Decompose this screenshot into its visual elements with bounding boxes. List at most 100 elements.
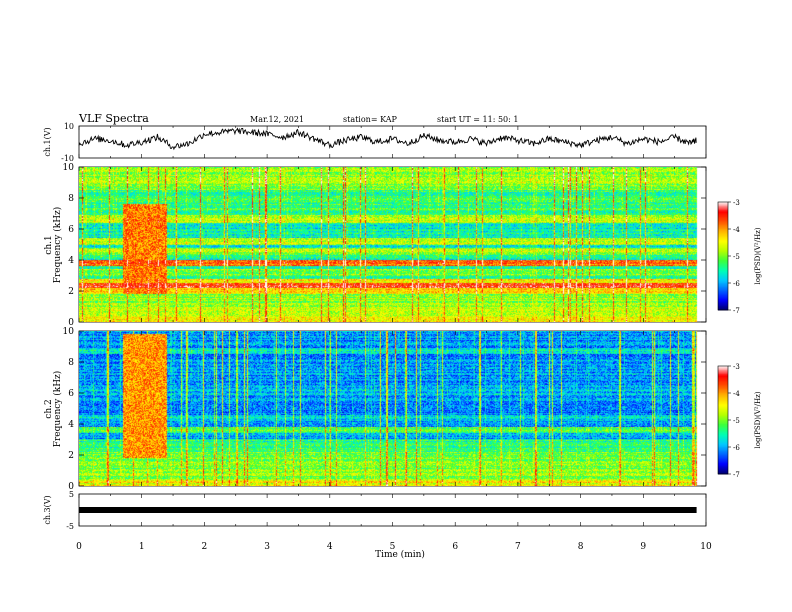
colorbar-swatch [718,441,728,444]
colorbar-swatch [718,374,728,376]
colorbar-swatch [718,432,728,434]
colorbar-swatch [718,440,728,443]
colorbar-swatch [718,382,728,385]
colorbar-swatch [718,403,728,406]
colorbar-swatch [718,465,728,468]
colorbar-swatch [718,285,728,288]
colorbar-swatch [718,384,728,387]
date-label: Mar.12, 2021 [250,115,304,124]
colorbar-swatch [718,456,728,459]
colorbar-swatch [718,386,728,389]
colorbar-tick-label: -3 [733,199,740,207]
colorbar-swatch [718,216,728,219]
colorbar-swatch [718,409,728,412]
x-tick-label: 2 [202,542,208,552]
y-tick-label: 4 [68,420,74,430]
colorbar-swatch [718,245,728,248]
start-time-label: start UT = 11: 50: 1 [437,115,518,124]
y-tick-label: -5 [66,522,74,531]
colorbar-swatch [718,421,728,424]
colorbar-swatch [718,376,728,379]
y-tick-label: -10 [61,154,74,163]
colorbar-swatch [718,438,728,441]
colorbar-swatch [718,269,728,272]
colorbar-swatch [718,445,728,448]
colorbar-swatch [718,300,728,303]
x-tick-label: 0 [76,542,82,552]
colorbar-swatch [718,219,728,222]
colorbar-swatch [718,411,728,414]
colorbar-swatch [718,459,728,461]
colorbar-tick-label: -5 [733,253,740,261]
colorbar-swatch [718,368,728,371]
colorbar-swatch [718,270,728,273]
colorbar-swatch [718,436,728,439]
colorbar-swatch [718,425,728,428]
colorbar-swatch [718,399,728,402]
colorbar-swatch [718,410,728,413]
colorbar-swatch [718,464,728,467]
y-tick-label: 0 [68,482,74,492]
colorbar-swatch [718,251,728,254]
colorbar-swatch [718,257,728,260]
colorbar-swatch [718,276,728,279]
ch1-waveform-line [78,127,697,151]
colorbar-swatch [718,366,728,368]
colorbar-ch2: -3 -4 -5 -6 -7 log(PSD)(V²/Hz) [717,363,762,479]
colorbar-swatch [718,229,728,231]
colorbar-swatch [718,387,728,390]
colorbar-swatch [718,442,728,445]
colorbar-swatch [718,375,728,378]
colorbar-swatch [718,202,728,204]
colorbar-swatch [718,242,728,245]
colorbar-swatch [718,249,728,252]
colorbar-swatch [718,273,728,276]
colorbar-swatch [718,218,728,221]
colorbar-swatch [718,250,728,253]
y-tick-label: 2 [68,287,74,297]
colorbar-swatch [718,463,728,466]
colorbar-swatch [718,231,728,234]
colorbar-swatch [718,402,728,405]
colorbar-swatch [718,415,728,418]
colorbar-tick-label: -4 [733,390,740,398]
colorbar-swatch [718,448,728,451]
colorbar-swatch [718,280,728,283]
colorbar-swatch [718,372,728,375]
colorbar-swatch [718,206,728,208]
colorbar-swatch [718,230,728,233]
colorbar-swatch [718,283,728,285]
y-tick-label: 8 [68,358,74,368]
colorbar-swatch [718,380,728,383]
colorbar-swatch [718,262,728,265]
colorbar-swatch [718,390,728,393]
colorbar-swatch [718,293,728,296]
colorbar-swatch [718,204,728,207]
colorbar-swatch [718,246,728,249]
colorbar-swatch [718,406,728,409]
colorbar-swatch [718,239,728,242]
colorbar-swatch [718,296,728,299]
colorbar-swatch [718,299,728,302]
colorbar-swatch [718,393,728,395]
colorbar-swatch [718,235,728,238]
colorbar-swatch [718,243,728,246]
colorbar-tick-label: -6 [733,444,740,452]
colorbar-swatch [718,395,728,398]
chart-title: VLF Spectra [78,112,149,125]
y-tick-label: 8 [68,194,74,204]
colorbar-swatch [718,266,728,269]
colorbar-swatch [718,457,728,460]
colorbar-tick-label: -4 [733,226,740,234]
colorbar-swatch [718,370,728,372]
colorbar-swatch [718,295,728,297]
x-tick-label: 3 [264,542,270,552]
colorbar-swatch [718,254,728,257]
colorbar-label: log(PSD)(V²/Hz) [754,227,762,284]
x-tick-label: 4 [327,542,333,552]
ch1-spectrogram-ylabel: ch.1Frequency (kHz) [44,207,63,284]
colorbar-swatch [718,371,728,374]
ch2-spectrogram-ylabel: ch.2Frequency (kHz) [44,371,63,448]
colorbar-swatch [718,287,728,289]
